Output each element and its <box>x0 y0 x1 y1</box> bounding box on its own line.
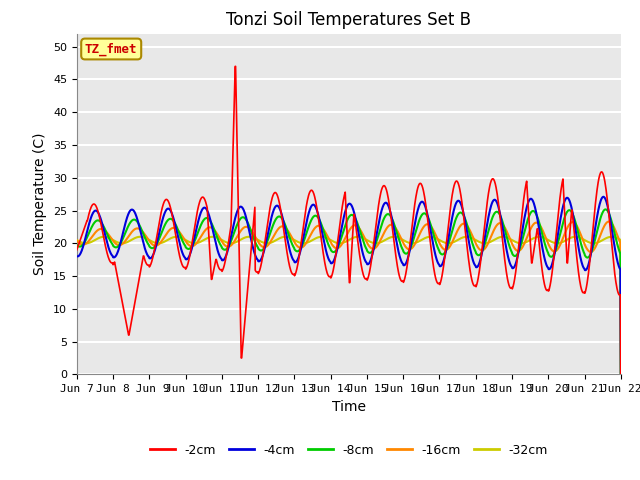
Y-axis label: Soil Temperature (C): Soil Temperature (C) <box>33 133 47 275</box>
Title: Tonzi Soil Temperatures Set B: Tonzi Soil Temperatures Set B <box>227 11 471 29</box>
Legend: -2cm, -4cm, -8cm, -16cm, -32cm: -2cm, -4cm, -8cm, -16cm, -32cm <box>145 439 553 462</box>
Text: TZ_fmet: TZ_fmet <box>85 42 138 56</box>
X-axis label: Time: Time <box>332 400 366 414</box>
